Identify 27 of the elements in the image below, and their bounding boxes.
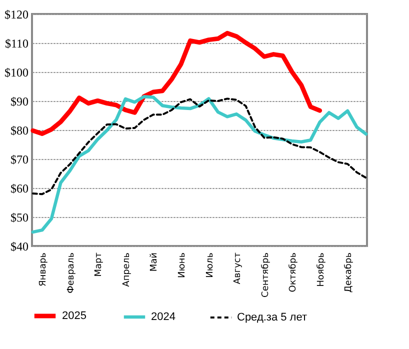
x-tick-label: Июнь [177, 252, 188, 278]
line-series [30, 30, 322, 136]
x-tick-label: Май [150, 252, 160, 272]
y-tick-label: $90 [10, 94, 28, 108]
x-tick-label: Декабрь [344, 252, 354, 293]
y-tick-label: $100 [4, 66, 28, 80]
x-tick-label: Октябрь [288, 252, 299, 292]
y-tick-label: $110 [4, 36, 28, 50]
x-tick-label: Апрель [122, 252, 132, 287]
line-series [31, 95, 368, 234]
legend-label: 2025 [62, 310, 86, 322]
y-tick-label: $80 [10, 124, 28, 138]
x-tick-label: Июль [205, 252, 216, 278]
legend-label: 2024 [151, 311, 176, 323]
x-tick-label: Август [233, 252, 244, 284]
x-tick-label: Март [94, 252, 104, 277]
y-tick-label: $60 [10, 182, 28, 196]
x-tick-label: Январь [38, 252, 49, 286]
y-tick-label: $70 [10, 152, 28, 166]
x-tick-label: Сентябрь [260, 252, 271, 298]
legend-label: Сред.за 5 лет [237, 312, 308, 324]
line-series [32, 98, 368, 196]
y-tick-label: $120 [4, 8, 28, 22]
y-tick-label: $50 [10, 210, 28, 224]
x-tick-label: Февраль [66, 252, 76, 294]
x-tick-label: Ноябрь [316, 252, 326, 287]
y-tick-label: $40 [10, 240, 28, 254]
